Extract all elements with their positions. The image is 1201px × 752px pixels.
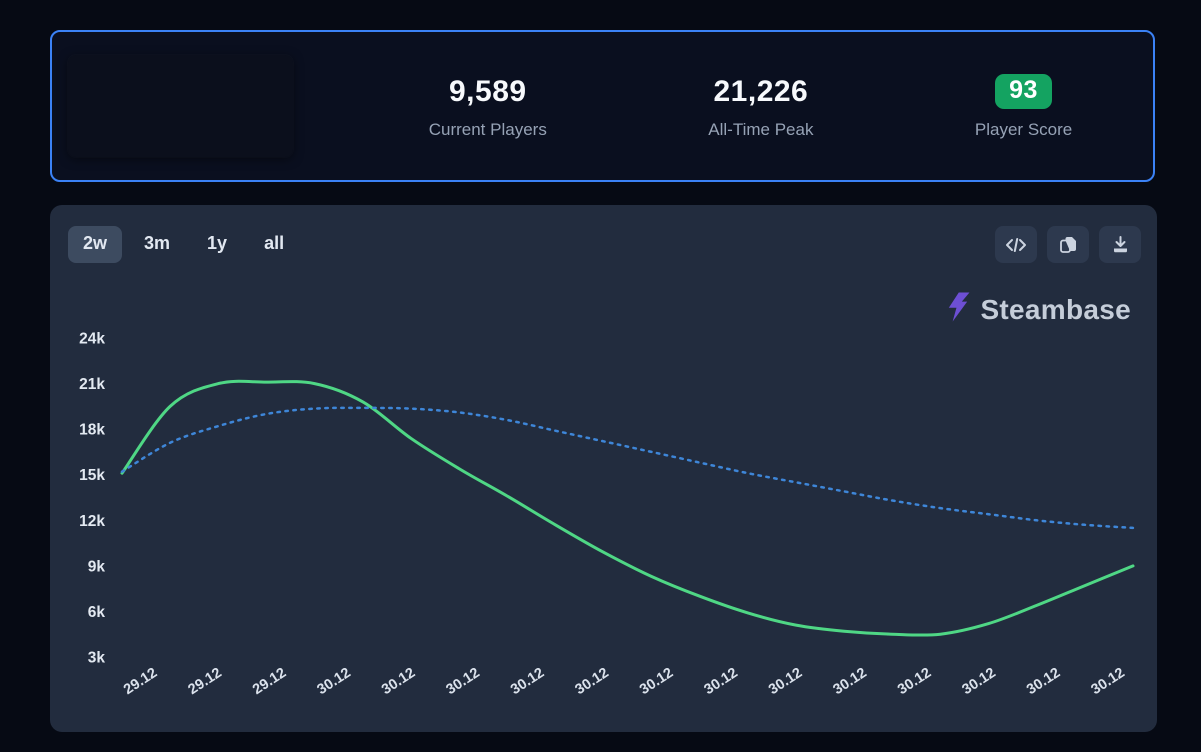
download-icon [1111, 235, 1130, 254]
stat-player-score: 93 Player Score [975, 73, 1072, 140]
range-button-1y[interactable]: 1y [192, 226, 242, 263]
x-axis-label: 30.12 [960, 665, 999, 698]
player-chart[interactable]: 24k 21k 18k 15k 12k 9k 6k 3k 29.12 29.12 29.12 30.1… [50, 205, 1157, 732]
steambase-logo-icon [945, 291, 971, 328]
code-icon [1005, 236, 1027, 254]
all-time-peak-label: All-Time Peak [708, 119, 814, 139]
current-players-label: Current Players [428, 119, 547, 139]
player-score-value-wrap: 93 [975, 73, 1072, 111]
chart-toolbar: 2w 3m 1y all [68, 226, 1141, 263]
x-axis-label: 30.12 [1024, 665, 1063, 698]
y-axis-label: 3k [88, 650, 106, 667]
x-axis-label: 30.12 [895, 665, 934, 698]
copy-button[interactable] [1047, 226, 1089, 263]
steambase-watermark: Steambase [945, 291, 1131, 328]
stat-all-time-peak: 21,226 All-Time Peak [708, 73, 813, 140]
stat-current-players: 9,589 Current Players [429, 73, 547, 140]
y-axis-label: 6k [88, 604, 106, 621]
player-score-label: Player Score [974, 119, 1073, 139]
x-axis-label: 30.12 [1089, 665, 1128, 698]
x-axis-label: 30.12 [573, 665, 612, 698]
y-axis-label: 21k [79, 376, 105, 393]
range-button-3m[interactable]: 3m [129, 226, 185, 263]
series-players-line [120, 379, 1135, 637]
chart-actions [995, 226, 1141, 263]
y-axis-label: 9k [88, 558, 106, 575]
x-axis-label: 30.12 [702, 665, 741, 698]
stats-card: 9,589 Current Players 21,226 All-Time Pe… [50, 30, 1155, 182]
all-time-peak-value: 21,226 [713, 75, 809, 108]
y-axis-label: 18k [79, 422, 105, 439]
embed-code-button[interactable] [995, 226, 1037, 263]
current-players-value: 9,589 [448, 75, 527, 108]
steambase-logo-text: Steambase [980, 293, 1131, 325]
stats-row: 9,589 Current Players 21,226 All-Time Pe… [293, 73, 1153, 140]
copy-icon [1059, 235, 1078, 254]
player-score-badge: 93 [995, 73, 1052, 110]
x-axis-label: 30.12 [444, 665, 483, 698]
y-axis-label: 24k [79, 331, 105, 348]
y-axis-label: 12k [79, 513, 105, 530]
game-capsule-image [68, 55, 293, 157]
x-axis-label: 30.12 [831, 665, 870, 698]
chart-panel: 2w 3m 1y all [50, 205, 1157, 732]
x-axis-label: 30.12 [637, 665, 676, 698]
x-axis-label: 29.12 [186, 665, 225, 698]
range-button-2w[interactable]: 2w [68, 226, 123, 263]
x-axis-label: 30.12 [315, 665, 354, 698]
y-axis-label: 15k [79, 467, 105, 484]
series-trend-line [120, 406, 1135, 530]
x-axis-label: 30.12 [508, 665, 547, 698]
time-range-group: 2w 3m 1y all [68, 226, 299, 263]
range-button-all[interactable]: all [249, 226, 299, 263]
x-axis-label: 30.12 [766, 665, 805, 698]
x-axis-label: 29.12 [121, 665, 160, 698]
x-axis-label: 30.12 [379, 665, 418, 698]
download-button[interactable] [1099, 226, 1141, 263]
x-axis-label: 29.12 [250, 665, 289, 698]
